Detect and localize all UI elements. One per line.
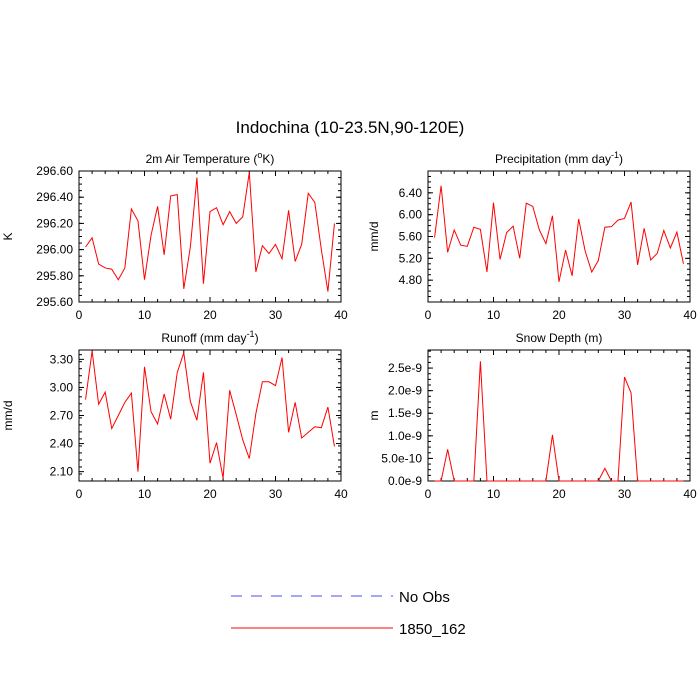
runoff-ytick-label: 3.30 [50, 352, 74, 366]
snow-depth-ytick-label: 0.0e-9 [388, 474, 422, 488]
runoff-xtick-label: 20 [203, 487, 217, 501]
runoff-ytick-label: 2.70 [50, 409, 74, 423]
air-temperature-title: 2m Air Temperature (oK) [146, 150, 275, 166]
air-temperature-xtick-label: 40 [334, 308, 348, 322]
snow-depth-ytick-label: 1.0e-9 [388, 429, 422, 443]
legend-label-no-obs: No Obs [399, 589, 450, 606]
precipitation-ytick-label: 6.00 [399, 208, 423, 222]
legend-label-1850-162: 1850_162 [399, 621, 466, 638]
panel-snow-depth: 0 10 20 30 40 0.0e-9 5.0e-10 1.0e-9 1.5e-9 2.0e-9… [367, 331, 697, 501]
precipitation-ylabel: mm/d [367, 222, 381, 252]
snow-depth-series-line [434, 361, 684, 482]
precipitation-xtick-label: 20 [552, 308, 566, 322]
panel-runoff: 0 10 20 30 40 2.10 2.40 2.70 3.00 3.30 Runoff (mm … [1, 329, 348, 501]
legend: No Obs 1850_162 [231, 589, 466, 638]
air-temperature-series-line [85, 172, 335, 292]
air-temperature-ylabel: K [1, 232, 15, 240]
precipitation-ytick-label: 4.80 [399, 273, 423, 287]
precipitation-xtick-label: 10 [487, 308, 501, 322]
precipitation-xtick-label: 0 [425, 308, 432, 322]
precipitation-ytick-label: 5.60 [399, 230, 423, 244]
snow-depth-xtick-label: 0 [425, 487, 432, 501]
snow-depth-ytick-label: 1.5e-9 [388, 406, 422, 420]
panels-group: 0 10 20 30 40 295.60 295.80 296.00 296.20 296.40 2… [1, 150, 697, 501]
runoff-xtick-label: 10 [138, 487, 152, 501]
snow-depth-xtick-label: 30 [618, 487, 632, 501]
snow-depth-xtick-label: 40 [683, 487, 697, 501]
snow-depth-xtick-label: 20 [552, 487, 566, 501]
runoff-series-line [85, 350, 335, 479]
runoff-xtick-label: 30 [269, 487, 283, 501]
snow-depth-ytick-label: 2.0e-9 [388, 384, 422, 398]
precipitation-ytick-label: 5.20 [399, 251, 423, 265]
panel-air-temperature: 0 10 20 30 40 295.60 295.80 296.00 296.20 296.40 2… [1, 150, 348, 322]
runoff-xtick-label: 40 [334, 487, 348, 501]
precipitation-xtick-label: 30 [618, 308, 632, 322]
precipitation-ytick-label: 6.40 [399, 186, 423, 200]
runoff-title: Runoff (mm day-1) [161, 329, 258, 345]
runoff-xtick-label: 0 [76, 487, 83, 501]
snow-depth-ytick-label: 2.5e-9 [388, 361, 422, 375]
snow-depth-ytick-label: 5.0e-10 [381, 451, 422, 465]
precipitation-series-line [434, 185, 684, 282]
air-temperature-ytick-label: 295.80 [36, 269, 73, 283]
air-temperature-xtick-label: 20 [203, 308, 217, 322]
precipitation-xtick-label: 40 [683, 308, 697, 322]
air-temperature-ytick-label: 296.40 [36, 190, 73, 204]
figure-title: Indochina (10-23.5N,90-120E) [236, 118, 465, 137]
snow-depth-xtick-label: 10 [487, 487, 501, 501]
precipitation-title: Precipitation (mm day-1) [495, 150, 623, 166]
air-temperature-xtick-label: 10 [138, 308, 152, 322]
runoff-ylabel: mm/d [1, 401, 15, 431]
air-temperature-ytick-label: 296.20 [36, 216, 73, 230]
runoff-ytick-label: 2.10 [50, 465, 74, 479]
air-temperature-ytick-label: 296.60 [36, 164, 73, 178]
air-temperature-ytick-label: 295.60 [36, 295, 73, 309]
runoff-ytick-label: 2.40 [50, 437, 74, 451]
air-temperature-xtick-label: 0 [76, 308, 83, 322]
panel-precipitation: 0 10 20 30 40 4.80 5.20 5.60 6.00 6.40 Precipitati… [367, 150, 697, 322]
runoff-ytick-label: 3.00 [50, 380, 74, 394]
air-temperature-ytick-label: 296.00 [36, 243, 73, 257]
snow-depth-title: Snow Depth (m) [516, 331, 603, 345]
air-temperature-xtick-label: 30 [269, 308, 283, 322]
snow-depth-ylabel: m [367, 411, 381, 421]
